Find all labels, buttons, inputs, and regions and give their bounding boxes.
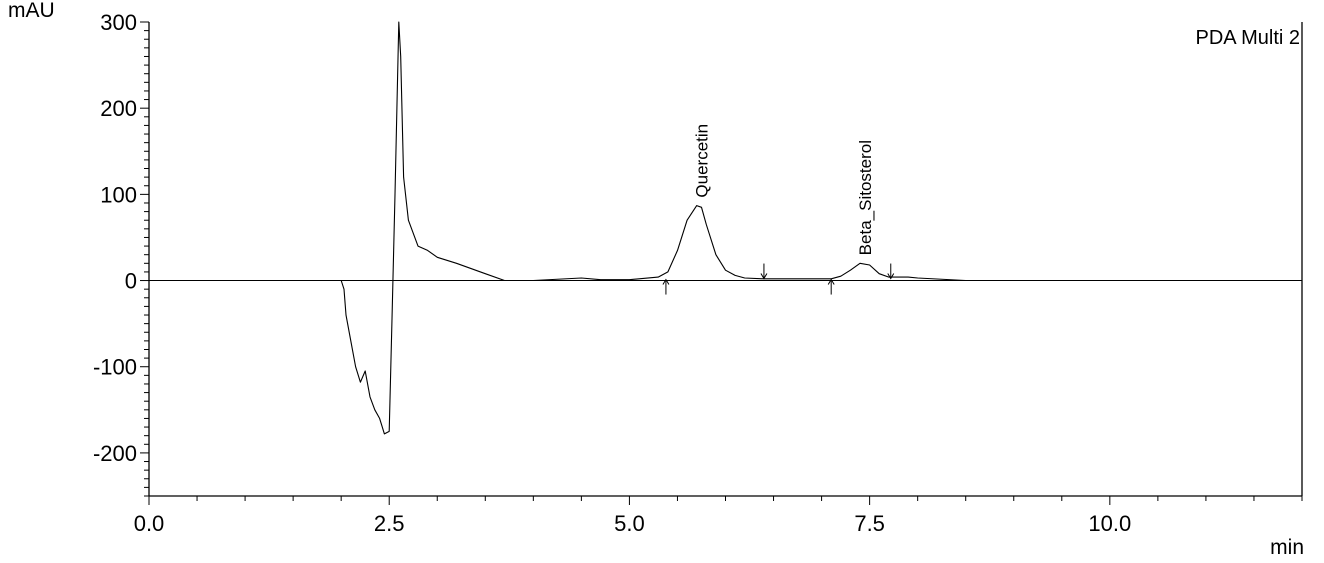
x-tick-label: 5.0 xyxy=(614,511,645,536)
y-tick-label: 100 xyxy=(100,182,137,207)
signal-trace xyxy=(149,21,1302,435)
peak-markers: Quercetin Beta_Sitosterol xyxy=(662,124,895,295)
y-axis-unit-label: mAU xyxy=(8,0,55,22)
peak-start-arrowhead xyxy=(662,278,670,285)
y-tick-label: 200 xyxy=(100,96,137,121)
y-tick-label: -100 xyxy=(93,355,137,380)
peak-start-arrowhead xyxy=(827,278,835,285)
peak-label: Beta_Sitosterol xyxy=(856,140,875,255)
axes xyxy=(148,22,1303,497)
y-tick-label: 0 xyxy=(125,269,137,294)
peak-label: Quercetin xyxy=(692,124,711,198)
y-tick-label: -200 xyxy=(93,441,137,466)
ticks: 300 200 100 0 -100 -200 0.0 2.5 5.0 7.5 10.0 xyxy=(93,10,1303,536)
y-tick-label: 300 xyxy=(100,10,137,35)
peak-end-arrowhead xyxy=(760,273,768,280)
legend-entry: PDA Multi 2 xyxy=(1196,27,1300,49)
x-tick-label: 10.0 xyxy=(1088,511,1131,536)
plot-area xyxy=(149,21,1302,435)
x-tick-label: 7.5 xyxy=(854,511,885,536)
x-axis-unit-label: min xyxy=(1270,536,1304,559)
x-tick-label: 0.0 xyxy=(134,511,165,536)
x-tick-label: 2.5 xyxy=(374,511,405,536)
peak-end-arrowhead xyxy=(887,273,895,280)
